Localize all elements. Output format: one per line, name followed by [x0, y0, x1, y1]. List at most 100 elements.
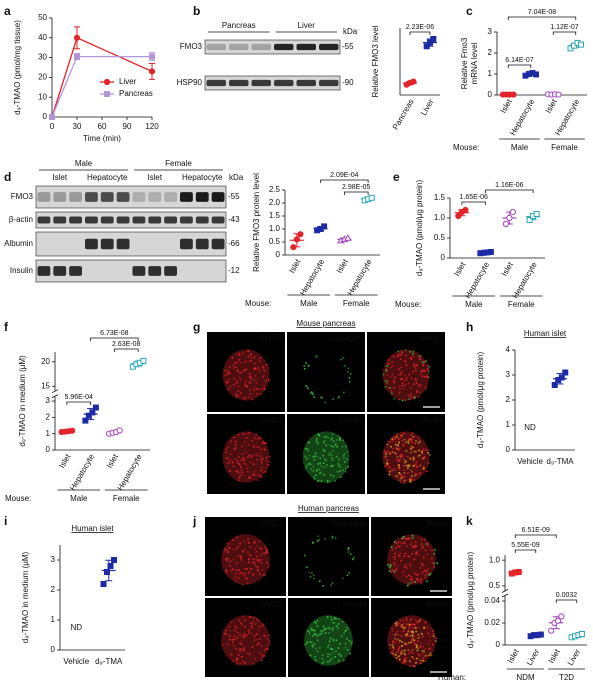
- stain-dot: [316, 355, 318, 357]
- stain-dot: [391, 365, 394, 367]
- stain-dot: [421, 451, 423, 454]
- legend-marker: [104, 91, 110, 97]
- stain-dot: [416, 657, 418, 660]
- stain-dot: [313, 458, 316, 461]
- stain-dot: [424, 386, 427, 388]
- stain-dot: [233, 366, 235, 369]
- stain-dot: [225, 549, 227, 551]
- stain-dot: [405, 450, 408, 452]
- stain-dot: [307, 441, 310, 444]
- stain-dot: [228, 638, 231, 641]
- stain-dot: [411, 432, 414, 435]
- stain-dot: [258, 561, 261, 563]
- blot-band: [164, 192, 177, 202]
- x-axis-label: Time (min): [83, 134, 121, 143]
- stain-dot: [421, 452, 424, 455]
- stain-dot: [404, 642, 407, 645]
- stain-dot: [386, 382, 389, 384]
- y-tick-label: 0.5: [269, 237, 281, 246]
- stain-dot: [347, 627, 350, 630]
- stain-dot: [397, 476, 399, 478]
- y-tick-label: 1: [506, 420, 511, 429]
- panel-letter: a: [4, 4, 11, 18]
- stain-dot: [266, 549, 268, 552]
- stain-dot: [243, 549, 246, 552]
- stain-dot: [237, 471, 240, 474]
- stain-dot: [404, 361, 407, 363]
- stain-dot: [417, 633, 420, 636]
- stain-dot: [409, 439, 412, 441]
- stain-dot: [384, 465, 387, 468]
- stain-dot: [311, 641, 313, 643]
- stain-dot: [394, 637, 396, 640]
- stain-dot: [239, 662, 242, 665]
- stain-dot: [335, 439, 338, 441]
- stain-dot: [323, 473, 325, 476]
- stain-dot: [331, 432, 334, 435]
- stain-dot: [384, 455, 387, 457]
- stain-dot: [308, 454, 311, 457]
- stain-dot: [401, 624, 403, 626]
- stain-dot: [412, 623, 414, 625]
- stain-dot: [410, 396, 412, 399]
- series-line: [51, 36, 153, 118]
- stain-dot: [431, 549, 434, 552]
- stain-dot: [412, 352, 414, 355]
- stain-dot: [327, 661, 329, 663]
- stain-dot: [419, 659, 422, 662]
- stain-dot: [332, 652, 334, 654]
- stain-dot: [398, 646, 401, 648]
- stain-dot: [264, 635, 267, 637]
- data-point: [49, 114, 55, 120]
- stain-dot: [229, 629, 232, 632]
- stain-dot: [390, 375, 392, 378]
- group-label: T2D: [559, 673, 574, 682]
- y-axis-label: Relative FMO3 level: [371, 25, 380, 97]
- stain-dot: [313, 643, 316, 645]
- stain-dot: [408, 625, 411, 627]
- stain-dot: [225, 570, 228, 572]
- stain-dot: [246, 437, 248, 439]
- data-point: [558, 613, 565, 620]
- p-value: 1.12E-07: [550, 24, 579, 31]
- stain-dot: [435, 637, 437, 640]
- y-tick-label: 2.0: [269, 198, 281, 207]
- stain-dot: [305, 362, 307, 364]
- stain-dot: [227, 457, 230, 460]
- stain-dot: [266, 364, 269, 367]
- x-tick-label: Hepatocyte: [116, 452, 144, 492]
- stain-dot: [253, 389, 255, 391]
- stain-dot: [402, 442, 405, 445]
- stain-dot: [389, 466, 391, 469]
- stain-dot: [332, 446, 335, 449]
- stain-dot: [399, 651, 401, 653]
- stain-dot: [394, 622, 396, 625]
- stain-dot: [420, 538, 423, 541]
- chart-title: Human islet: [524, 329, 567, 338]
- stain-dot: [326, 616, 329, 619]
- stain-dot: [235, 626, 237, 629]
- stain-dot: [399, 436, 402, 439]
- stain-dot: [391, 361, 394, 363]
- stain-dot: [238, 476, 241, 479]
- stain-dot: [412, 456, 415, 459]
- stain-dot: [323, 441, 325, 444]
- stain-dot: [383, 457, 386, 459]
- stain-dot: [410, 623, 413, 626]
- stain-dot: [250, 622, 252, 625]
- stain-dot: [401, 537, 404, 540]
- stain-dot: [260, 393, 263, 396]
- stain-dot: [235, 658, 238, 661]
- stain-dot: [232, 384, 235, 386]
- stain-dot: [250, 554, 252, 557]
- y-axis-label: Relative FMO3 protein level: [252, 173, 261, 272]
- stain-dot: [245, 451, 248, 454]
- stain-dot: [399, 654, 402, 656]
- stain-dot: [324, 632, 327, 634]
- stain-dot: [390, 445, 392, 448]
- stain-dot: [237, 381, 240, 384]
- data-point: [297, 231, 304, 238]
- stain-dot: [314, 655, 316, 658]
- stain-dot: [237, 479, 240, 482]
- stain-dot: [248, 632, 251, 634]
